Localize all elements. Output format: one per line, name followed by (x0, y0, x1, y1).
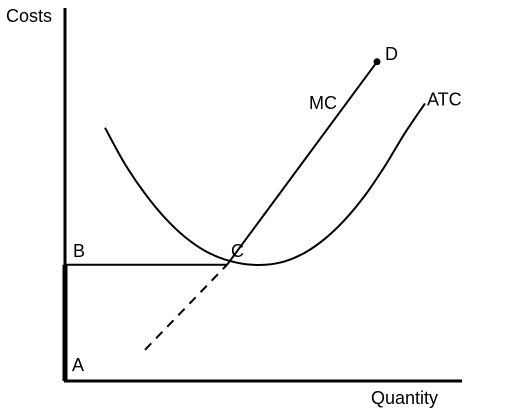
mc-line (226, 61, 378, 266)
x-axis-label: Quantity (371, 388, 438, 408)
point-label-b: B (73, 241, 85, 261)
series-label-atc: ATC (427, 89, 462, 109)
chart-labels-layer: Costs Quantity ATC MC A B C D (6, 6, 462, 408)
series-label-mc: MC (309, 93, 337, 113)
chart-series-layer (62, 58, 426, 381)
atc-curve (104, 102, 426, 266)
point-marker-d (373, 58, 381, 66)
chart-axes (63, 8, 462, 383)
point-label-d: D (385, 44, 398, 64)
point-label-a: A (72, 355, 84, 375)
point-label-c: C (231, 241, 244, 261)
y-axis-label: Costs (6, 6, 52, 26)
mc-dashed-extension (144, 264, 228, 351)
